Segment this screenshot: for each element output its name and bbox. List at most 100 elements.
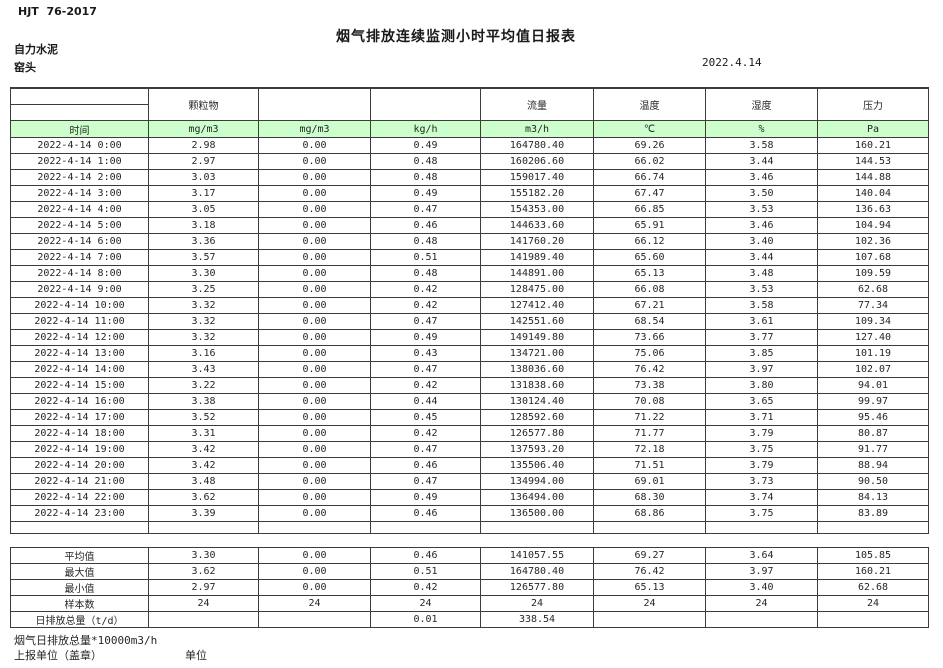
value-cell: 24 (480, 595, 594, 612)
unit-cell-celsius: ℃ (593, 120, 706, 138)
value-cell: 80.87 (817, 425, 929, 442)
value-cell: 0.42 (370, 297, 481, 314)
table-row: 2022-4-14 2:00 3.03 0.00 0.48 159017.40 66.74… (10, 169, 929, 186)
value-cell: 99.97 (817, 393, 929, 410)
value-cell: 142551.60 (480, 313, 594, 330)
value-cell: 0.49 (370, 329, 481, 346)
value-cell: 75.06 (593, 345, 706, 362)
value-cell: 3.62 (148, 563, 259, 580)
value-cell: 0.43 (370, 345, 481, 362)
value-cell: 3.42 (148, 457, 259, 474)
value-cell: 0.00 (258, 473, 371, 490)
summary-rows: 平均值 3.30 0.00 0.46 141057.55 69.27 3.64 105.85 最… (10, 547, 929, 628)
value-cell: 3.58 (705, 137, 818, 154)
value-cell: 0.46 (370, 217, 481, 234)
value-cell: 0.00 (258, 297, 371, 314)
unit-cell-mgm3-2: mg/m3 (258, 120, 371, 138)
value-cell: 3.25 (148, 281, 259, 298)
spacer-cell (370, 521, 481, 534)
summary-label-cell: 最小值 (10, 579, 149, 596)
value-cell: 24 (148, 595, 259, 612)
value-cell: 94.01 (817, 377, 929, 394)
time-cell: 2022-4-14 7:00 (10, 249, 149, 266)
value-cell: 0.49 (370, 185, 481, 202)
table-row: 日排放总量（t/d） 0.01 338.54 (10, 611, 929, 628)
value-cell: 0.44 (370, 393, 481, 410)
spacer-cell (480, 521, 594, 534)
time-cell: 2022-4-14 1:00 (10, 153, 149, 170)
value-cell: 0.00 (258, 489, 371, 506)
value-cell: 24 (705, 595, 818, 612)
table-row: 2022-4-14 5:00 3.18 0.00 0.46 144633.60 65.91… (10, 217, 929, 234)
value-cell (148, 611, 259, 628)
value-cell: 3.39 (148, 505, 259, 522)
summary-table-wrapper: 平均值 3.30 0.00 0.46 141057.55 69.27 3.64 105.85 最… (10, 547, 929, 628)
value-cell: 3.40 (705, 579, 818, 596)
value-cell: 71.22 (593, 409, 706, 426)
value-cell: 90.50 (817, 473, 929, 490)
value-cell (258, 611, 371, 628)
value-cell: 0.47 (370, 473, 481, 490)
value-cell: 0.47 (370, 201, 481, 218)
value-cell: 0.00 (258, 457, 371, 474)
value-cell: 154353.00 (480, 201, 594, 218)
value-cell: 3.32 (148, 329, 259, 346)
value-cell: 0.00 (258, 547, 371, 564)
value-cell: 0.00 (258, 563, 371, 580)
value-cell: 0.00 (258, 265, 371, 282)
value-cell: 0.46 (370, 505, 481, 522)
value-cell: 3.46 (705, 169, 818, 186)
time-cell: 2022-4-14 15:00 (10, 377, 149, 394)
value-cell: 109.34 (817, 313, 929, 330)
value-cell: 0.42 (370, 425, 481, 442)
value-cell: 70.08 (593, 393, 706, 410)
unit-cell-kgh: kg/h (370, 120, 481, 138)
value-cell: 66.12 (593, 233, 706, 250)
value-cell: 0.42 (370, 281, 481, 298)
col-header-particulate: 颗粒物 (148, 87, 259, 121)
value-cell: 3.85 (705, 345, 818, 362)
value-cell: 3.75 (705, 441, 818, 458)
value-cell: 3.79 (705, 425, 818, 442)
value-cell: 65.13 (593, 579, 706, 596)
value-cell: 0.46 (370, 457, 481, 474)
value-cell: 127.40 (817, 329, 929, 346)
col-header-empty-1 (258, 87, 371, 121)
table-row: 2022-4-14 9:00 3.25 0.00 0.42 128475.00 66.08… (10, 281, 929, 298)
units-row: 时间 mg/m3 mg/m3 kg/h m3/h ℃ % Pa (10, 120, 929, 138)
value-cell: 0.00 (258, 249, 371, 266)
spacer-cell (10, 521, 149, 534)
table-row: 2022-4-14 18:00 3.31 0.00 0.42 126577.80 71.7… (10, 425, 929, 442)
value-cell: 3.65 (705, 393, 818, 410)
value-cell: 3.74 (705, 489, 818, 506)
value-cell: 3.43 (148, 361, 259, 378)
time-cell: 2022-4-14 17:00 (10, 409, 149, 426)
value-cell: 3.30 (148, 265, 259, 282)
table-row: 最大值 3.62 0.00 0.51 164780.40 76.42 3.97 160.21 (10, 563, 929, 580)
value-cell: 0.49 (370, 137, 481, 154)
value-cell: 0.00 (258, 393, 371, 410)
company-name: 自力水泥 (14, 43, 58, 56)
value-cell: 2.98 (148, 137, 259, 154)
table-row: 2022-4-14 19:00 3.42 0.00 0.47 137593.20 72.1… (10, 441, 929, 458)
value-cell: 138036.60 (480, 361, 594, 378)
value-cell: 107.68 (817, 249, 929, 266)
value-cell: 164780.40 (480, 137, 594, 154)
value-cell: 3.22 (148, 377, 259, 394)
value-cell: 0.48 (370, 153, 481, 170)
value-cell: 68.30 (593, 489, 706, 506)
col-header-humidity: 湿度 (705, 87, 818, 121)
table-row: 2022-4-14 23:00 3.39 0.00 0.46 136500.00 68.8… (10, 505, 929, 522)
summary-label-cell: 最大值 (10, 563, 149, 580)
value-cell: 0.00 (258, 185, 371, 202)
value-cell: 3.97 (705, 361, 818, 378)
value-cell: 3.75 (705, 505, 818, 522)
report-table-wrapper: 颗粒物 流量 温度 湿度 压力 时间 mg/m3 mg/m3 kg/h m3/h… (10, 87, 929, 534)
value-cell: 3.97 (705, 563, 818, 580)
value-cell: 141760.20 (480, 233, 594, 250)
time-cell: 2022-4-14 21:00 (10, 473, 149, 490)
time-cell: 2022-4-14 14:00 (10, 361, 149, 378)
value-cell: 83.89 (817, 505, 929, 522)
value-cell: 24 (593, 595, 706, 612)
value-cell: 141057.55 (480, 547, 594, 564)
